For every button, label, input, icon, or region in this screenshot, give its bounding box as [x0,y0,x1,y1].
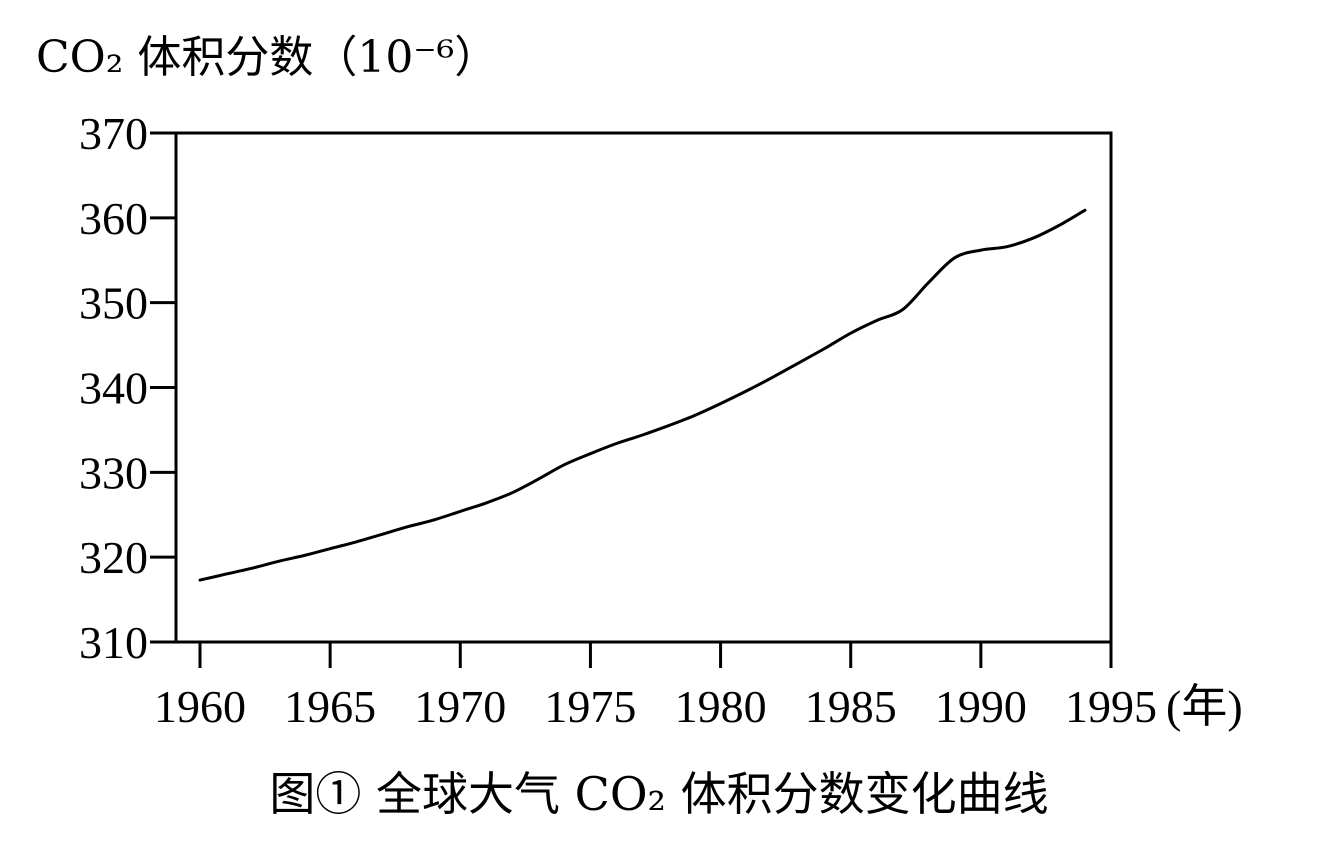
co2-series-line [198,208,1087,582]
y-tick-label: 360 [79,193,148,244]
x-tick-label: 1990 [935,681,1027,732]
x-axis-ticks: 1960 1965 1970 1975 1980 1985 1990 1995 [154,642,1157,732]
y-axis-title: CO₂ 体积分数（10⁻⁶） [36,32,498,83]
x-tick-label: 1970 [414,681,506,732]
y-tick-label: 370 [79,108,148,159]
y-tick-label: 350 [79,278,148,329]
y-tick-label: 320 [79,532,148,583]
y-tick-label: 310 [79,617,148,668]
x-tick-label: 1960 [154,681,246,732]
x-tick-label: 1995 [1065,681,1157,732]
y-axis-ticks: 310 320 330 340 350 360 370 [79,108,176,668]
chart-caption: 图① 全球大气 CO₂ 体积分数变化曲线 [269,767,1048,821]
x-tick-label: 1965 [284,681,376,732]
y-tick-label: 340 [79,363,148,414]
x-tick-label: 1975 [544,681,636,732]
y-tick-label: 330 [79,447,148,498]
plot-frame [174,131,1113,644]
x-tick-label: 1980 [675,681,767,732]
x-axis-unit: (年) [1166,681,1243,732]
x-tick-label: 1985 [805,681,897,732]
